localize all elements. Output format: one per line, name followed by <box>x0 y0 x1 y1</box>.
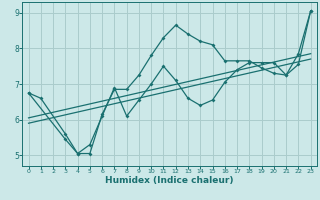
X-axis label: Humidex (Indice chaleur): Humidex (Indice chaleur) <box>105 176 234 185</box>
